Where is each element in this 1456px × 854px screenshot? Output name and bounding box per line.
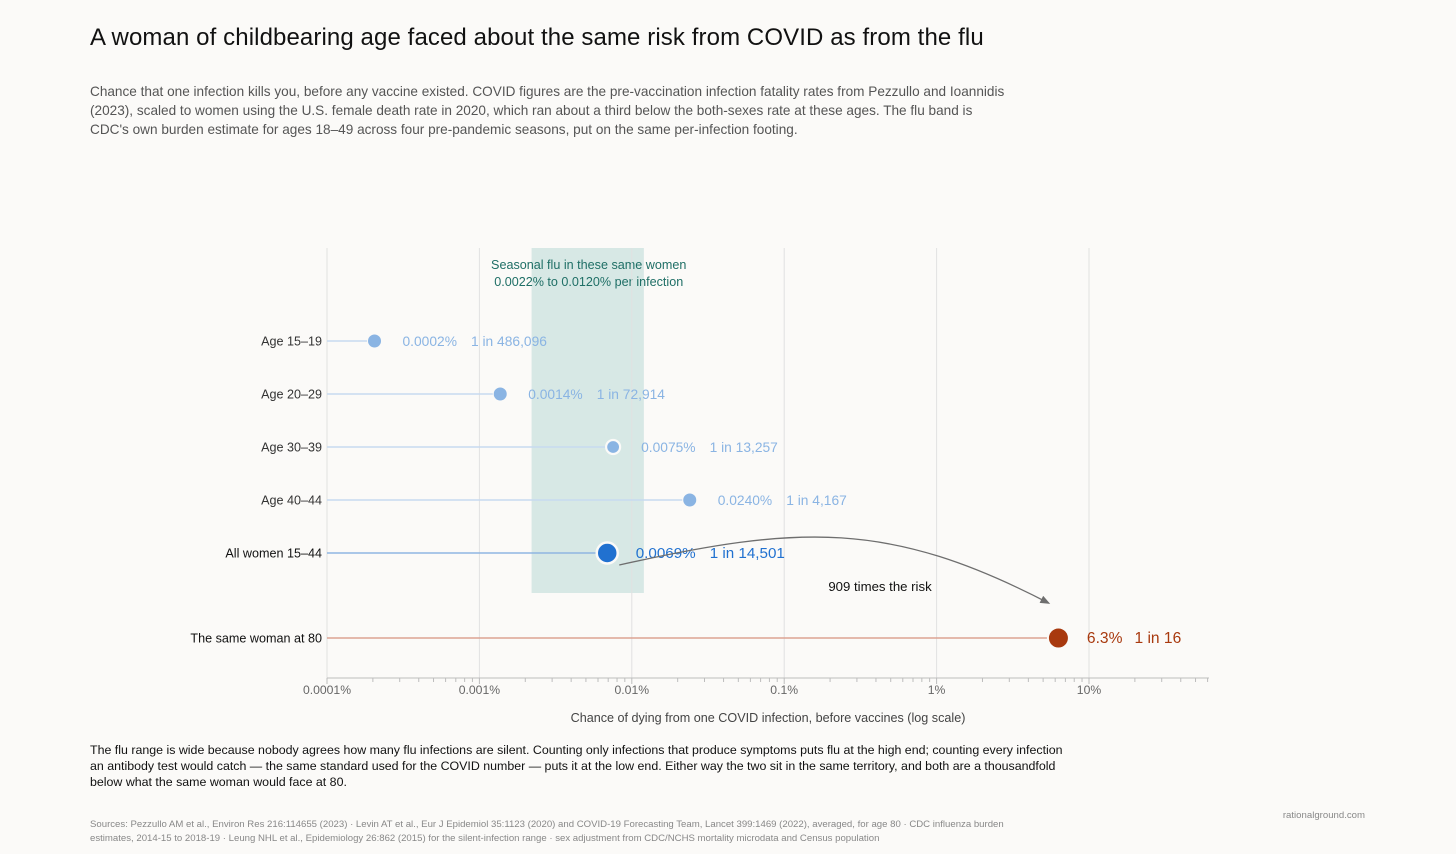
row-label: The same woman at 80 <box>190 632 322 646</box>
data-point <box>682 492 698 508</box>
value-odds: 1 in 4,167 <box>786 493 847 508</box>
chart-title: A woman of childbearing age faced about … <box>90 24 984 51</box>
data-point <box>492 386 508 402</box>
value-odds: 1 in 13,257 <box>710 440 778 455</box>
chart-subtitle: Chance that one infection kills you, bef… <box>90 84 1005 137</box>
row-label: Age 15–19 <box>261 335 322 349</box>
risk-ratio-label: 909 times the risk <box>828 579 932 594</box>
data-point <box>367 333 383 349</box>
flu-band-label-line1: Seasonal flu in these same women <box>491 258 686 272</box>
value-percent: 6.3% <box>1087 630 1123 647</box>
data-point <box>595 541 619 565</box>
x-axis-label: Chance of dying from one COVID infection… <box>571 711 966 725</box>
row-label: All women 15–44 <box>225 547 322 561</box>
x-tick-label: 0.1% <box>770 683 798 697</box>
flu-band <box>531 248 644 593</box>
sources-note: Sources: Pezzullo AM et al., Environ Res… <box>90 819 1004 844</box>
value-odds: 1 in 486,096 <box>471 334 547 349</box>
value-odds: 1 in 14,501 <box>710 545 785 562</box>
row-label: Age 20–29 <box>261 388 322 402</box>
value-percent: 0.0075% <box>641 440 695 455</box>
value-odds: 1 in 16 <box>1134 630 1181 647</box>
x-tick-label: 10% <box>1077 683 1102 697</box>
x-tick-label: 0.0001% <box>303 683 351 697</box>
value-percent: 0.0002% <box>403 334 457 349</box>
x-tick-label: 1% <box>928 683 946 697</box>
value-percent: 0.0240% <box>718 493 772 508</box>
flu-band-label-line2: 0.0022% to 0.0120% per infection <box>494 275 683 289</box>
x-tick-label: 0.01% <box>615 683 650 697</box>
x-tick-label: 0.001% <box>459 683 500 697</box>
lollipop-chart: Seasonal flu in these same women 0.0022% … <box>190 248 1209 725</box>
data-point <box>605 438 622 456</box>
data-point <box>1046 626 1070 650</box>
site-credit: rationalground.com <box>1282 810 1365 821</box>
value-percent: 0.0014% <box>528 387 582 402</box>
row-label: Age 40–44 <box>261 494 322 508</box>
risk-arrow <box>619 536 1051 604</box>
footnote: The flu range is wide because nobody agr… <box>90 743 1063 789</box>
row-label: Age 30–39 <box>261 441 322 455</box>
value-odds: 1 in 72,914 <box>597 387 666 402</box>
